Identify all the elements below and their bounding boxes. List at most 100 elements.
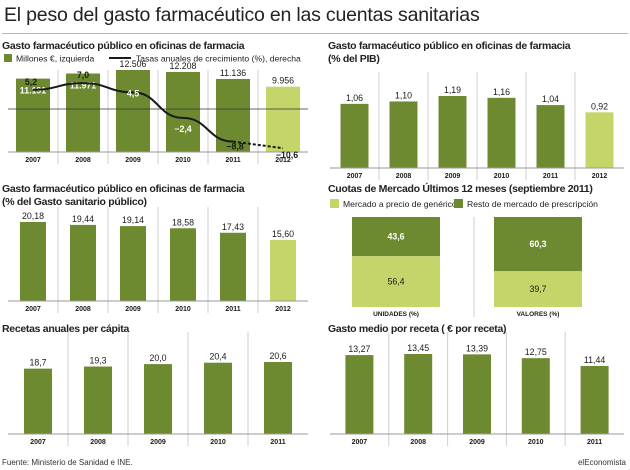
growth-label-2009: 4,5 — [127, 88, 139, 98]
data-label-2011: 11,44 — [584, 355, 605, 365]
data-label-2012: 0,92 — [591, 101, 608, 111]
bar-2011 — [220, 232, 246, 301]
data-label-2007: 20,18 — [22, 211, 44, 221]
bar-2007 — [340, 103, 369, 168]
data-label-2010: 20,4 — [209, 352, 226, 362]
tick-label-2008: 2008 — [396, 173, 412, 180]
bar-2007 — [20, 222, 46, 301]
growth-line-forecast — [232, 140, 284, 150]
bar-label-2012: 9.956 — [272, 76, 294, 86]
data-label-2008: 13,45 — [407, 343, 429, 353]
bar-2010 — [166, 71, 200, 152]
legend-label-resto: Resto de mercado de prescripción — [467, 199, 598, 209]
data-label-2009: 19,14 — [122, 215, 144, 225]
bar-generico-0 — [352, 256, 440, 307]
chart5-title: Recetas anuales per cápita — [2, 323, 130, 335]
tick-label-2009: 2009 — [469, 439, 485, 446]
bar-2011 — [580, 365, 609, 434]
tick-label-2007: 2007 — [352, 439, 368, 446]
data-label-2008: 19,3 — [89, 356, 106, 366]
legend-swatch-generico — [330, 199, 339, 208]
source-note: Fuente: Ministerio de Sanidad e INE. — [2, 458, 133, 467]
bar-2010 — [487, 97, 516, 168]
bar-2012 — [266, 86, 300, 152]
chart3: 20,18 2007 19,44 2008 19,14 2009 18,58 2010 17,4… — [8, 207, 308, 313]
chart2: 1,06 2007 1,10 2008 1,19 2009 1,16 2010 1,04 2011… — [330, 72, 624, 180]
chart4: Mercado a precio de genérico Resto de mer… — [330, 199, 598, 318]
tick-label-2009: 2009 — [150, 439, 166, 446]
tick-label-2008: 2008 — [410, 439, 426, 446]
data-label-2009: 20,0 — [149, 353, 166, 363]
bar-2008 — [404, 354, 433, 434]
tick-label-1: VALORES (%) — [517, 311, 560, 318]
bar-2008 — [84, 366, 112, 434]
growth-label-2010: −2,4 — [174, 124, 191, 134]
chart2-subtitle: (% del PIB) — [328, 53, 380, 65]
chart5: 18,7 2007 19,3 2008 20,0 2009 20,4 2010 20,6 2011 — [8, 332, 308, 446]
tick-label-2011: 2011 — [225, 157, 240, 164]
bar-2010 — [204, 362, 232, 434]
tick-label-2010: 2010 — [528, 439, 544, 446]
bar-2010 — [170, 228, 196, 301]
data-label-2008: 1,10 — [395, 90, 412, 100]
bar-2010 — [521, 358, 550, 434]
data-label-2010: 12,75 — [525, 347, 547, 357]
tick-label-2008: 2008 — [90, 439, 106, 446]
growth-label-2011: −8,8 — [226, 142, 243, 152]
growth-line — [32, 82, 234, 143]
title-rule — [2, 33, 628, 34]
data-label-generico-1: 39,7 — [529, 284, 546, 294]
legend-label-bars: Millones €, izquierda — [16, 54, 95, 64]
tick-label-2010: 2010 — [210, 439, 226, 446]
tick-label-2011: 2011 — [587, 439, 602, 446]
tick-label-2012: 2012 — [275, 157, 291, 164]
bar-2007 — [16, 78, 50, 152]
tick-label-2009: 2009 — [125, 306, 141, 313]
data-label-resto-0: 43,6 — [387, 232, 404, 242]
data-label-2007: 13,27 — [348, 344, 370, 354]
tick-label-2007: 2007 — [347, 173, 363, 180]
tick-label-2009: 2009 — [445, 173, 461, 180]
growth-label-2007: 5,2 — [25, 77, 37, 87]
growth-label-2008: 7,0 — [77, 70, 89, 80]
chart3-title: Gasto farmacéutico público en oficinas d… — [2, 183, 245, 195]
data-label-2011: 20,6 — [269, 351, 286, 361]
bar-2009 — [116, 70, 150, 152]
data-label-2011: 1,04 — [542, 94, 559, 104]
bar-resto-0 — [352, 217, 440, 257]
bar-2009 — [463, 354, 491, 434]
data-label-2009: 1,19 — [444, 85, 461, 95]
bar-2009 — [144, 364, 172, 434]
chart3-subtitle: (% del Gasto sanitario público) — [2, 196, 147, 208]
data-label-2007: 1,06 — [346, 93, 363, 103]
tick-label-2010: 2010 — [494, 173, 510, 180]
bar-2007 — [345, 355, 374, 434]
bar-2012 — [585, 112, 614, 168]
data-label-resto-1: 60,3 — [529, 239, 546, 249]
tick-label-2010: 2010 — [175, 306, 191, 313]
data-label-2008: 19,44 — [72, 214, 94, 224]
bar-label-2008: 11.971 — [70, 81, 97, 91]
tick-label-2008: 2008 — [75, 157, 91, 164]
bar-2012 — [270, 239, 296, 301]
chart6: 13,27 2007 13,45 2008 13,39 2009 12,75 2010 11,4… — [330, 332, 624, 446]
tick-label-2007: 2007 — [25, 157, 41, 164]
legend-swatch-bars — [4, 54, 12, 62]
bar-2009 — [120, 226, 146, 301]
bar-label-2011: 11.136 — [220, 68, 246, 78]
data-label-2007: 18,7 — [29, 358, 46, 368]
brand-logo: elEconomista — [577, 458, 626, 467]
tick-label-2010: 2010 — [175, 157, 191, 164]
tick-label-0: UNIDADES (%) — [373, 311, 419, 318]
legend-swatch-resto — [454, 199, 463, 208]
page-title: El peso del gasto farmacéutico en las cu… — [4, 4, 480, 26]
bar-resto-1 — [494, 217, 582, 272]
bar-label-2010: 12.208 — [170, 61, 197, 71]
chart1: Millones €, izquierda Tasas anuales de cr… — [4, 54, 308, 164]
legend-label-generico: Mercado a precio de genérico — [343, 199, 457, 209]
tick-label-2012: 2012 — [275, 306, 291, 313]
data-label-2012: 15,60 — [272, 229, 294, 239]
bar-2008 — [70, 224, 96, 301]
bar-generico-1 — [494, 271, 582, 307]
bar-2009 — [438, 96, 467, 168]
